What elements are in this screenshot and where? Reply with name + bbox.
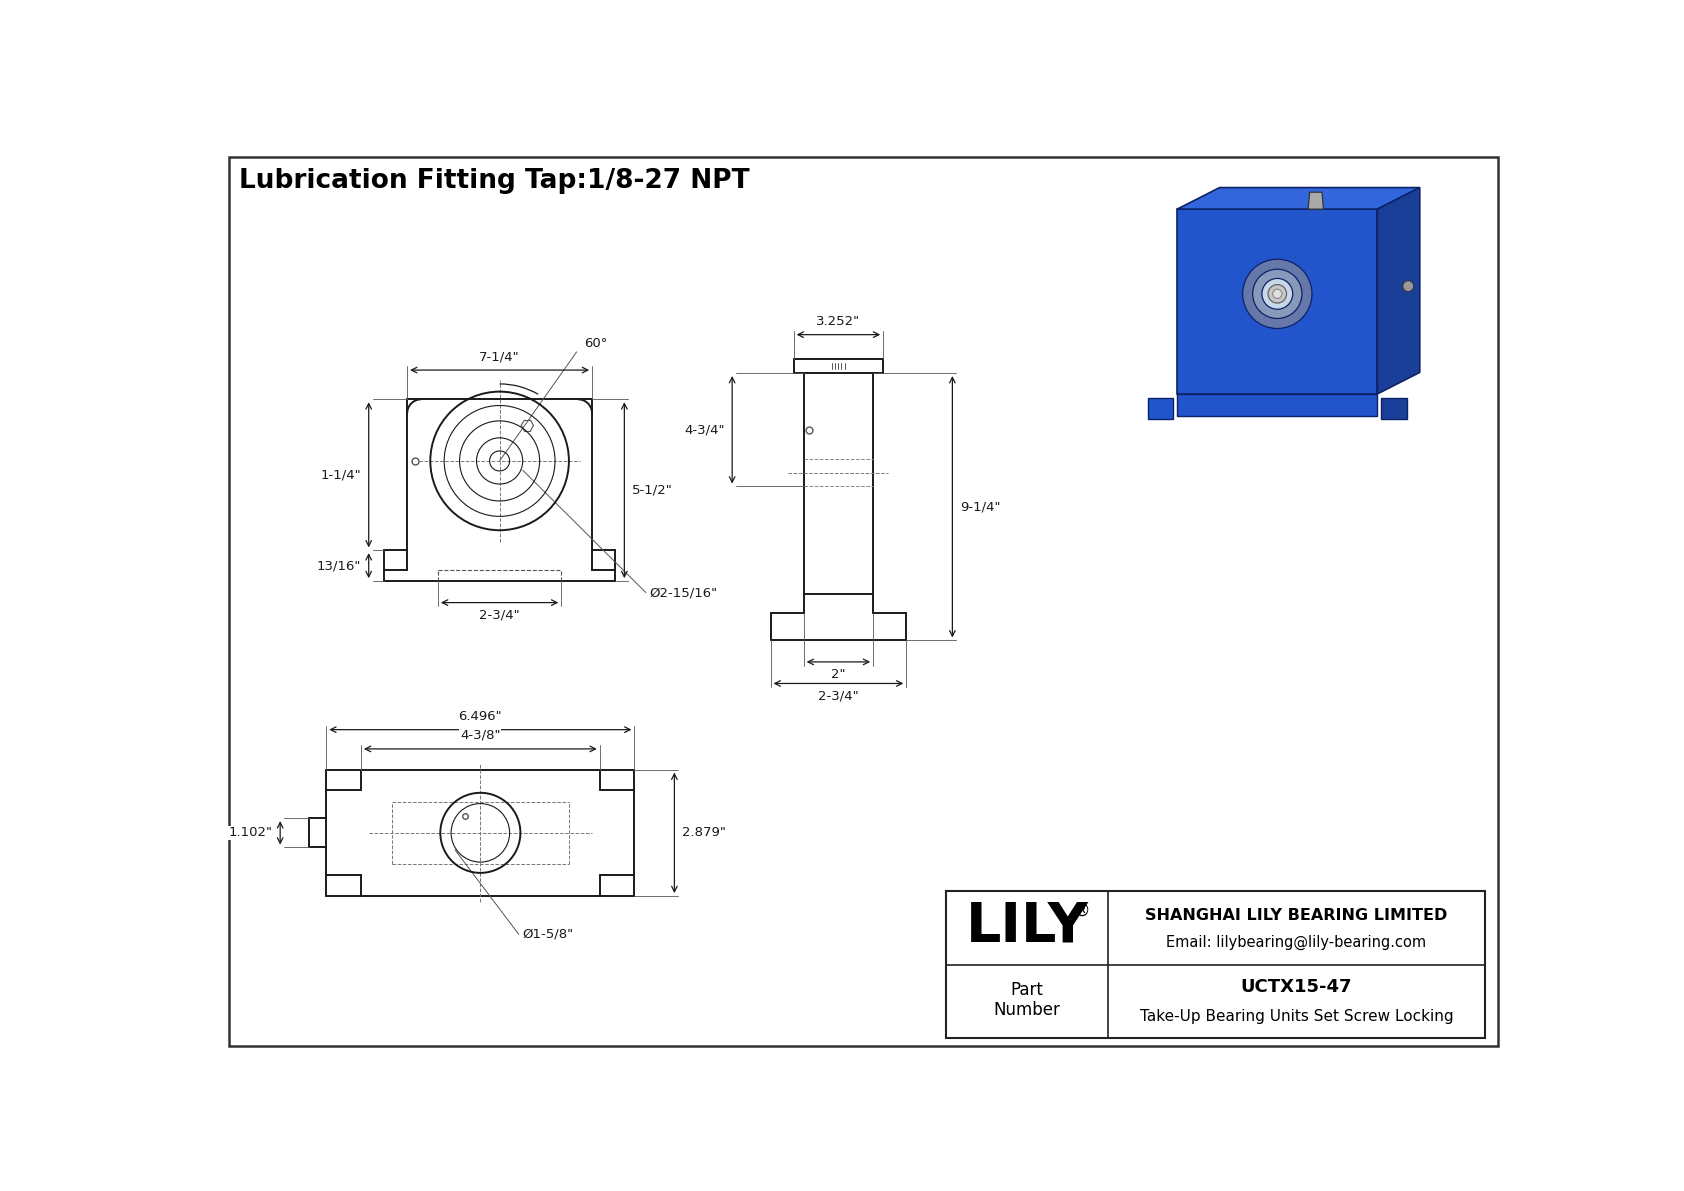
Circle shape — [1243, 260, 1312, 329]
Text: 60°: 60° — [584, 337, 608, 350]
Text: 2-3/4": 2-3/4" — [818, 690, 859, 703]
Text: UCTX15-47: UCTX15-47 — [1241, 978, 1352, 996]
Text: 5-1/2": 5-1/2" — [632, 484, 674, 497]
Text: 6.496": 6.496" — [458, 710, 502, 723]
Text: 13/16": 13/16" — [317, 559, 360, 572]
Circle shape — [1403, 281, 1413, 292]
Circle shape — [1268, 285, 1287, 303]
Text: 9-1/4": 9-1/4" — [960, 500, 1000, 513]
Polygon shape — [1177, 187, 1420, 210]
Polygon shape — [1177, 210, 1378, 394]
Circle shape — [1253, 269, 1302, 318]
Text: 2.879": 2.879" — [682, 827, 726, 840]
Text: 2-3/4": 2-3/4" — [480, 609, 520, 622]
Text: Lubrication Fitting Tap:1/8-27 NPT: Lubrication Fitting Tap:1/8-27 NPT — [239, 168, 749, 194]
Text: Ø1-5/8": Ø1-5/8" — [522, 928, 574, 941]
Polygon shape — [1308, 192, 1324, 210]
Text: 4-3/4": 4-3/4" — [684, 423, 724, 436]
Text: 1.102": 1.102" — [229, 827, 273, 840]
Text: SHANGHAI LILY BEARING LIMITED: SHANGHAI LILY BEARING LIMITED — [1145, 909, 1448, 923]
Polygon shape — [1177, 394, 1378, 416]
Polygon shape — [1378, 187, 1420, 394]
Text: 3.252": 3.252" — [817, 316, 861, 329]
Text: Take-Up Bearing Units Set Screw Locking: Take-Up Bearing Units Set Screw Locking — [1140, 1009, 1453, 1024]
Text: 1-1/4": 1-1/4" — [320, 468, 360, 481]
Text: ®: ® — [1073, 902, 1090, 919]
Text: Part
Number: Part Number — [994, 980, 1061, 1019]
Text: LILY: LILY — [965, 899, 1088, 953]
Circle shape — [1273, 289, 1282, 299]
Bar — [946, 891, 1485, 1039]
Text: 7-1/4": 7-1/4" — [480, 351, 520, 364]
Circle shape — [1261, 279, 1293, 310]
Text: 2": 2" — [832, 668, 845, 681]
Polygon shape — [1381, 398, 1406, 419]
Polygon shape — [1148, 398, 1174, 419]
Text: Email: lilybearing@lily-bearing.com: Email: lilybearing@lily-bearing.com — [1167, 935, 1426, 950]
Text: Ø2-15/16": Ø2-15/16" — [650, 586, 717, 599]
Text: 4-3/8": 4-3/8" — [460, 729, 500, 742]
